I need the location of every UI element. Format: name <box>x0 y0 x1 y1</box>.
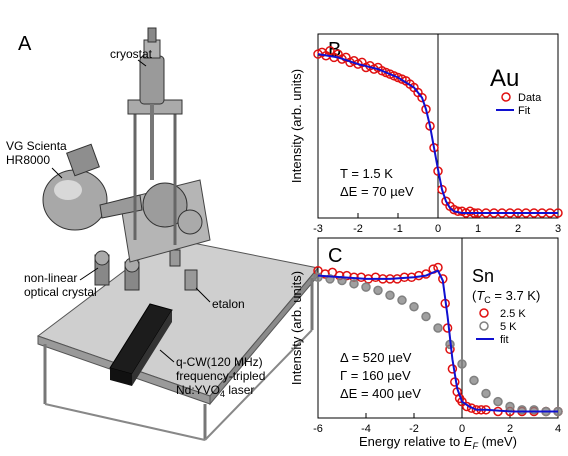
x-tick-label: -1 <box>393 223 403 235</box>
panel-c-tc: (TC = 3.7 K) <box>472 288 540 305</box>
x-tick-label: -3 <box>313 223 323 235</box>
panel-b-ylabel: Intensity (arb. units) <box>289 69 304 183</box>
panel-b: B Intensity (arb. units) -3 -2 -1 0 1 2 3 Au D… <box>289 33 563 235</box>
laser-box-front <box>110 368 132 386</box>
x-tick-label: -2 <box>353 223 363 235</box>
data-point-2-5-k <box>457 396 467 407</box>
legend-label-2p5k: 2.5 K <box>500 308 526 320</box>
data-point-5-k <box>481 388 491 399</box>
label-laser-line2: frequency-tripled <box>176 369 265 383</box>
data-point-5-k <box>493 396 503 407</box>
analyzer-hemisphere <box>42 169 108 231</box>
pointer-crystal <box>79 267 99 281</box>
pointer-etalon <box>195 287 211 303</box>
x-tick-label: 2 <box>515 223 521 235</box>
panel-c-annotation-gamma: Γ = 160 µeV <box>340 368 411 383</box>
legend-marker-data <box>501 92 511 102</box>
table-rail <box>204 329 313 441</box>
label-analyzer-line2: HR8000 <box>6 153 50 167</box>
panel-c-ylabel: Intensity (arb. units) <box>289 271 304 385</box>
label-etalon: etalon <box>212 297 245 311</box>
data-point-5-k <box>529 405 539 415</box>
legend-marker-2p5k <box>479 308 489 318</box>
panel-b-sample: Au <box>490 65 519 92</box>
panel-c-xticks: -6 -4 -2 0 2 4 <box>313 413 561 435</box>
label-cryostat: cryostat <box>110 47 153 61</box>
port-flange <box>177 209 203 235</box>
pointer-analyzer <box>51 167 63 179</box>
data-point-2-5-k <box>466 403 477 413</box>
panel-b-marks <box>313 34 563 218</box>
panel-b-annotation-resolution: ΔE = 70 µeV <box>340 184 414 199</box>
x-tick-label: 2 <box>507 423 513 435</box>
x-tick-label: -2 <box>409 423 419 435</box>
label-laser-line1: q-CW(120 MHz) <box>176 355 263 369</box>
cryostat-body <box>139 55 165 105</box>
data-point-5-k <box>373 285 383 296</box>
data-point-data <box>325 45 335 56</box>
data-point-5-k <box>505 401 515 412</box>
fit-line <box>317 53 558 214</box>
panel-c-annotation-delta: Δ = 520 µeV <box>340 350 412 365</box>
legend-label-data: Data <box>518 92 542 104</box>
data-point-5-k <box>421 311 431 322</box>
panel-c-axes-frame <box>317 237 559 419</box>
label-crystal-line1: non-linear <box>24 271 77 285</box>
laser-box-side <box>132 310 172 386</box>
panel-b-annotation-temperature: T = 1.5 K <box>340 166 393 181</box>
label-crystal-line2: optical crystal <box>24 285 97 299</box>
panel-a: A <box>6 27 319 441</box>
table-rail <box>44 403 206 441</box>
panel-c-legend: 2.5 K 5 K fit <box>476 308 526 346</box>
etalon-component <box>184 269 198 291</box>
x-tick-label: -4 <box>361 423 371 435</box>
data-point-5-k <box>349 279 359 289</box>
analyzer-lens-column <box>99 194 143 219</box>
data-point-5-k <box>313 272 323 283</box>
data-point-5-k <box>385 290 395 301</box>
x-tick-label: 4 <box>555 423 561 435</box>
x-tick-label: 1 <box>475 223 481 235</box>
pointer-laser <box>159 349 175 363</box>
data-point-5-k <box>433 323 443 333</box>
x-tick-label: 3 <box>555 223 561 235</box>
panel-c-annotation-resolution: ΔE = 400 µeV <box>340 386 421 401</box>
panel-c-marks <box>313 238 563 418</box>
cryostat-top <box>147 27 157 43</box>
fit-line <box>317 269 558 413</box>
optic-lens <box>94 250 110 266</box>
analyzer-highlight <box>54 180 82 200</box>
label-laser-line3: Nd:YVO4 laser <box>176 383 254 399</box>
panel-c-sample: Sn <box>472 266 494 286</box>
panel-c-label: C <box>328 245 342 267</box>
panel-b-legend: Data Fit <box>496 92 542 117</box>
legend-label-fit: fit <box>500 334 509 346</box>
analyzer-detector <box>66 143 100 177</box>
label-analyzer-line1: VG Scienta <box>6 139 67 153</box>
x-tick-label: -6 <box>313 423 323 435</box>
x-tick-label: 0 <box>459 423 465 435</box>
data-point-5-k <box>517 405 527 415</box>
legend-label-fit: Fit <box>518 105 530 117</box>
apparatus-illustration <box>36 27 319 441</box>
data-point-5-k <box>469 375 479 386</box>
data-point-5-k <box>457 359 467 369</box>
panel-a-label: A <box>18 33 32 55</box>
optic-mount <box>169 249 181 267</box>
data-point-data <box>417 92 427 103</box>
panel-c-xlabel: Energy relative to EF (meV) <box>359 434 517 451</box>
panel-c: C Intensity (arb. units) -6 -4 -2 0 2 4 Sn (T… <box>289 237 563 451</box>
legend-marker-5k <box>479 321 489 331</box>
data-point-5-k <box>361 282 371 292</box>
x-tick-label: 0 <box>435 223 441 235</box>
legend-label-5k: 5 K <box>500 321 517 333</box>
pointer-cryostat <box>137 59 147 67</box>
data-point-5-k <box>397 295 407 305</box>
data-point-5-k <box>409 301 419 312</box>
